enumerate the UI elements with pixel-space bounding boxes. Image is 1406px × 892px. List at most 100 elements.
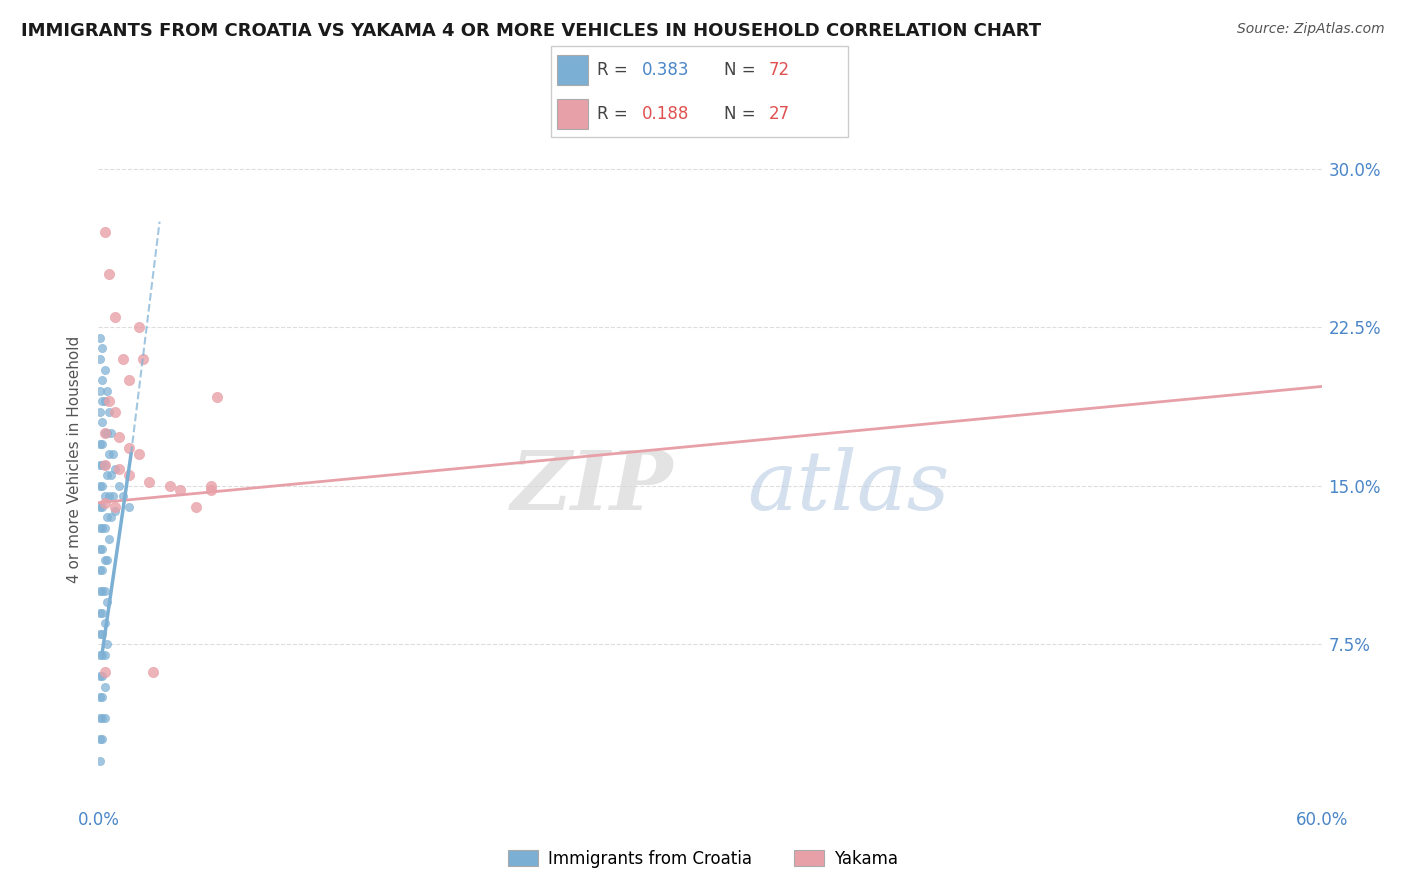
Point	[93, 553, 115, 567]
Text: 27: 27	[769, 105, 790, 123]
Point	[91, 606, 114, 620]
Point	[91, 669, 114, 683]
Point	[89, 606, 111, 620]
Point	[97, 268, 120, 282]
Point	[186, 500, 208, 514]
Point	[93, 362, 115, 376]
Point	[104, 310, 127, 324]
Point	[89, 521, 111, 535]
FancyBboxPatch shape	[551, 45, 848, 137]
Point	[101, 489, 124, 503]
Point	[91, 584, 114, 599]
Point	[93, 711, 115, 725]
Point	[108, 430, 131, 444]
Point	[111, 351, 134, 366]
Point	[128, 447, 150, 461]
Point	[97, 489, 120, 503]
Point	[89, 626, 111, 640]
Point	[93, 680, 115, 694]
Point	[93, 425, 115, 440]
Point	[142, 665, 165, 679]
Text: 0.383: 0.383	[643, 61, 689, 78]
Point	[91, 711, 114, 725]
Point	[91, 732, 114, 747]
Point	[97, 394, 120, 409]
Point	[91, 690, 114, 705]
Bar	[557, 99, 588, 129]
Point	[89, 436, 111, 450]
Point	[91, 342, 114, 356]
Point	[93, 489, 115, 503]
Point	[91, 436, 114, 450]
Point	[96, 425, 118, 440]
Text: 72: 72	[769, 61, 790, 78]
Point	[91, 626, 114, 640]
Point	[89, 331, 111, 345]
Point	[128, 320, 150, 334]
Point	[111, 489, 134, 503]
Point	[118, 441, 141, 455]
Text: 0.188: 0.188	[643, 105, 689, 123]
Point	[93, 225, 115, 239]
Point	[104, 405, 127, 419]
Point	[89, 584, 111, 599]
Text: R =: R =	[596, 105, 633, 123]
Point	[91, 648, 114, 662]
Point	[96, 637, 118, 651]
Point	[93, 394, 115, 409]
Point	[104, 500, 127, 514]
Point	[89, 563, 111, 577]
Text: Source: ZipAtlas.com: Source: ZipAtlas.com	[1237, 22, 1385, 37]
Point	[89, 479, 111, 493]
Point	[89, 384, 111, 398]
Point	[89, 542, 111, 557]
Point	[205, 390, 228, 404]
Point	[89, 711, 111, 725]
Point	[96, 510, 118, 524]
Point	[108, 479, 131, 493]
Text: R =: R =	[596, 61, 633, 78]
Point	[108, 462, 131, 476]
Point	[93, 648, 115, 662]
Point	[132, 351, 155, 366]
Point	[93, 458, 115, 472]
Point	[93, 521, 115, 535]
Point	[93, 665, 115, 679]
Point	[93, 425, 115, 440]
Point	[93, 616, 115, 631]
Point	[118, 373, 141, 387]
Point	[200, 479, 222, 493]
Point	[138, 475, 160, 489]
Point	[91, 373, 114, 387]
Point	[100, 468, 122, 483]
Point	[100, 510, 122, 524]
Point	[97, 532, 120, 546]
Point	[200, 483, 222, 497]
Point	[118, 468, 141, 483]
Point	[89, 690, 111, 705]
Point	[96, 595, 118, 609]
Text: N =: N =	[724, 61, 761, 78]
Point	[159, 479, 181, 493]
Point	[89, 500, 111, 514]
Point	[93, 458, 115, 472]
Point	[89, 732, 111, 747]
Point	[91, 416, 114, 430]
Point	[89, 405, 111, 419]
Point	[93, 584, 115, 599]
Point	[96, 468, 118, 483]
Point	[97, 447, 120, 461]
Point	[91, 479, 114, 493]
Point	[91, 563, 114, 577]
Text: IMMIGRANTS FROM CROATIA VS YAKAMA 4 OR MORE VEHICLES IN HOUSEHOLD CORRELATION CH: IMMIGRANTS FROM CROATIA VS YAKAMA 4 OR M…	[21, 22, 1042, 40]
Point	[96, 553, 118, 567]
Point	[97, 405, 120, 419]
Point	[89, 669, 111, 683]
Point	[104, 462, 127, 476]
Point	[91, 521, 114, 535]
Point	[96, 384, 118, 398]
Bar	[557, 55, 588, 85]
Point	[100, 425, 122, 440]
Point	[169, 483, 191, 497]
Point	[101, 447, 124, 461]
